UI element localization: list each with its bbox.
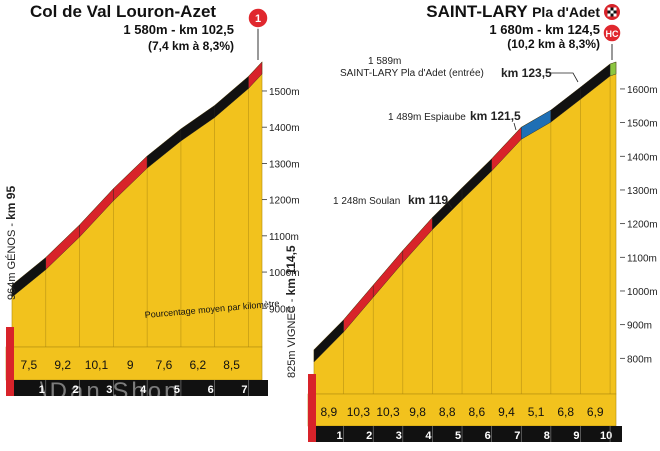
km-label: 6: [208, 384, 214, 396]
km-label: 6: [485, 430, 491, 442]
y-tick-label: 1100m: [627, 253, 657, 264]
left-start-place: 964m GÉNOS: [6, 229, 18, 300]
finish-flag-icon: [604, 4, 620, 20]
annotation-espiaube-leader: [513, 122, 517, 131]
left-climb-subtitle: 1 580m - km 102,5: [123, 22, 234, 37]
finish-flag-square: [610, 13, 614, 17]
watermark: \Dan Shop: [40, 378, 181, 405]
gradient-label: 10,3: [347, 405, 371, 419]
km-label: 10: [600, 430, 612, 442]
km-label: 1: [39, 384, 45, 396]
y-tick-label: 900m: [269, 304, 294, 315]
profile-segment-2-11: [609, 61, 617, 77]
y-tick-label: 1400m: [627, 152, 658, 163]
start-block-1: [6, 327, 14, 396]
gradient-label: 5,1: [528, 405, 545, 419]
km-label: 5: [455, 430, 461, 442]
km-label: 2: [73, 384, 79, 396]
left-climb-detail: (7,4 km à 8,3%): [147, 39, 234, 53]
km-label: 7: [514, 430, 520, 442]
right-start-place: 825m VIGNEC: [286, 305, 298, 378]
km-label: 7: [241, 384, 247, 396]
finish-flag-square: [613, 10, 617, 14]
y-tick-label: 1300m: [269, 159, 300, 170]
finish-flag-square: [610, 7, 614, 11]
y-tick-label: 1500m: [269, 87, 300, 98]
gradient-label: 9,4: [498, 405, 515, 419]
front-strip-2: [307, 393, 617, 427]
finish-flag-square: [607, 13, 611, 17]
y-tick-label: 1000m: [627, 287, 658, 298]
gradient-label: 8,5: [223, 358, 240, 372]
km-base-2: [308, 426, 622, 442]
annotation-entree-alt: 1 589m: [368, 56, 401, 67]
finish-flag-square: [610, 10, 614, 14]
annotation-espiaube-km: km 121,5: [470, 109, 521, 123]
right-start-label: 825m VIGNEC - km 114,5: [284, 245, 298, 378]
y-tick-label: 800m: [627, 354, 652, 365]
gradient-label: 9,2: [54, 358, 71, 372]
km-label: 3: [106, 384, 112, 396]
gradient-label: 7,6: [156, 358, 173, 372]
gradient-label: 8,9: [320, 405, 337, 419]
y-tick-label: 1200m: [627, 220, 658, 231]
finish-flag-square: [607, 7, 611, 11]
km-label: 5: [174, 384, 180, 396]
y-tick-label: 1600m: [627, 85, 658, 96]
km-label: 4: [425, 430, 432, 442]
right-climb-detail: (10,2 km à 8,3%): [507, 37, 600, 51]
right-climb-title-suffix: Pla d'Adet: [532, 4, 600, 20]
annotation-soulan-leader: [445, 199, 453, 209]
left-start-km: km 95: [4, 185, 18, 220]
left-climb-title: Col de Val Louron-Azet: [30, 2, 217, 21]
km-label: 1: [337, 430, 343, 442]
y-tick-label: 1300m: [627, 186, 658, 197]
annotation-soulan-alt: 1 248m Soulan: [333, 196, 400, 207]
annotation-entree-km: km 123,5: [501, 66, 552, 80]
summit-badge-2: [602, 23, 622, 43]
km-base-1: [6, 380, 268, 396]
km-label: 3: [396, 430, 402, 442]
annotation-entree-leader: [550, 72, 579, 83]
gradient-label: 7,5: [21, 358, 38, 372]
gradient-label: 10,3: [376, 405, 400, 419]
y-tick-label: 1400m: [269, 123, 300, 134]
right-climb-title-main: SAINT-LARY: [426, 2, 528, 21]
summit-badge-1: [247, 7, 269, 29]
annotation-entree-place: SAINT-LARY Pla d'Adet (entrée): [340, 68, 484, 79]
gradient-label: 6,8: [557, 405, 574, 419]
start-block-2: [308, 374, 316, 442]
gradient-label: 8,6: [468, 405, 485, 419]
right-climb-title: SAINT-LARY Pla d'Adet: [426, 2, 600, 22]
y-tick-label: 1200m: [269, 196, 300, 207]
annotation-espiaube-alt: 1 489m Espiaube: [388, 112, 466, 123]
finish-flag-square: [607, 10, 611, 14]
finish-flag-square: [613, 13, 617, 17]
y-tick-label: 1500m: [627, 119, 658, 130]
y-tick-label: 900m: [627, 321, 652, 332]
annotation-soulan-km: km 119: [408, 193, 448, 207]
finish-flag-square: [613, 7, 617, 11]
gradient-label: 9: [127, 358, 134, 372]
gradient-label: 9,8: [409, 405, 426, 419]
km-label: 9: [573, 430, 579, 442]
right-climb-subtitle: 1 680m - km 124,5: [489, 22, 600, 37]
gradient-label: 10,1: [85, 358, 109, 372]
km-label: 8: [544, 430, 550, 442]
right-start-km: km 114,5: [284, 245, 298, 296]
left-start-label: 964m GÉNOS - km 95: [4, 185, 18, 300]
km-label: 4: [140, 384, 147, 396]
km-label: 2: [366, 430, 372, 442]
y-tick-label: 1100m: [269, 232, 299, 243]
gradient-label: 6,2: [189, 358, 206, 372]
profile-segment-1-8: [248, 61, 263, 89]
gradient-label: 8,8: [439, 405, 456, 419]
summit-badge-label-2: HC: [606, 29, 619, 39]
summit-badge-label-1: 1: [255, 13, 261, 25]
y-tick-label: 1000m: [269, 268, 300, 279]
gradient-label: 6,9: [587, 405, 604, 419]
